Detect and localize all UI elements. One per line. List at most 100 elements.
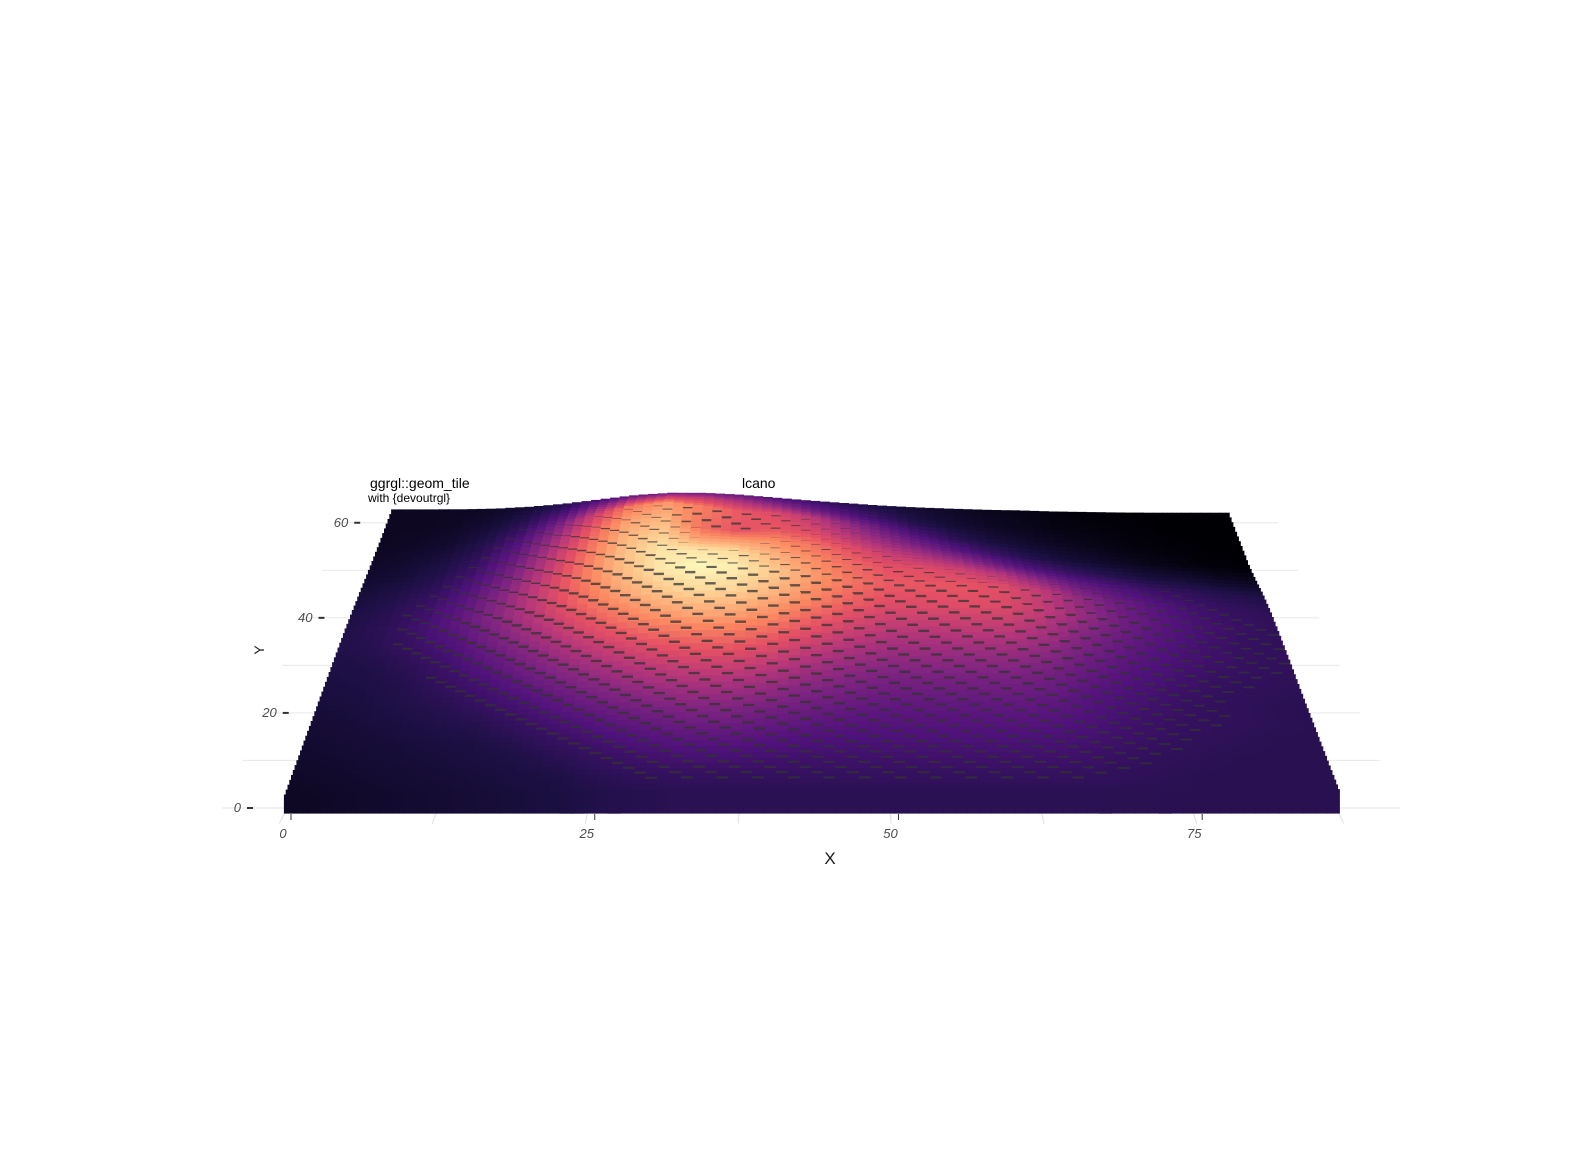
- tile-side: [663, 577, 675, 581]
- tile-side: [692, 612, 704, 616]
- tile-side: [862, 569, 874, 572]
- tile-side: [1131, 677, 1143, 680]
- tile-side: [573, 631, 585, 634]
- tile-side: [1278, 662, 1291, 665]
- tile-side: [645, 554, 657, 557]
- tile-side: [632, 680, 645, 684]
- tile-side: [1134, 692, 1147, 696]
- tile-side: [568, 592, 581, 595]
- tile-side: [736, 601, 748, 604]
- tile-side: [844, 674, 857, 677]
- tile-side: [1120, 631, 1132, 634]
- tile-side: [740, 527, 752, 531]
- tile-side: [1053, 667, 1065, 670]
- tile-side: [919, 647, 932, 650]
- tile-side: [411, 618, 423, 621]
- tile-side: [894, 584, 906, 587]
- tile-side: [565, 561, 577, 564]
- tile-side: [1022, 682, 1035, 685]
- tile-side: [501, 675, 514, 678]
- tile-side: [965, 670, 978, 673]
- tile-side: [500, 589, 512, 592]
- tile-side: [1094, 659, 1107, 663]
- tile-side: [508, 697, 521, 700]
- tile-side: [877, 675, 890, 679]
- tile-side: [778, 612, 791, 615]
- tile-side: [1147, 698, 1160, 701]
- tile-side: [768, 570, 780, 574]
- tile-side: [550, 640, 563, 644]
- tile-side: [883, 579, 895, 582]
- tile-side: [1117, 712, 1130, 715]
- tile-side: [1080, 695, 1092, 698]
- tile-side: [789, 601, 801, 604]
- tile-side: [474, 699, 487, 702]
- tile-side: [439, 665, 452, 669]
- tile-side: [542, 694, 554, 697]
- tile-side: [953, 664, 966, 668]
- tile-side: [768, 586, 780, 589]
- tile-side: [757, 597, 769, 600]
- tile-side: [865, 652, 878, 655]
- tile-side: [643, 568, 655, 572]
- tile-side: [701, 519, 713, 522]
- tile-side: [886, 629, 898, 633]
- tile-side: [875, 622, 887, 626]
- tile-side: [447, 633, 460, 637]
- tile-side: [1139, 667, 1152, 671]
- tile-side: [967, 589, 979, 593]
- tile-side: [895, 600, 907, 603]
- tile-side: [867, 703, 880, 706]
- tile-side: [821, 661, 834, 664]
- tile-side: [688, 671, 701, 675]
- tile-side: [661, 595, 674, 598]
- tile-side: [754, 692, 767, 695]
- tile-side: [873, 588, 885, 591]
- tile-side: [1136, 613, 1148, 616]
- tile-side: [1073, 663, 1086, 666]
- tile-side: [872, 574, 884, 577]
- tile-side: [701, 639, 714, 643]
- tile-side: [543, 618, 556, 621]
- tile-side: [487, 600, 499, 603]
- tile-side: [521, 628, 533, 631]
- tile-side: [1216, 637, 1228, 640]
- tile-side: [472, 662, 484, 665]
- tile-side: [1233, 657, 1246, 660]
- tile-side: [1253, 652, 1265, 656]
- tile-side: [1112, 602, 1125, 605]
- tile-side: [491, 587, 503, 590]
- tile-side: [593, 640, 605, 644]
- tile-side: [915, 594, 927, 598]
- tile-side: [636, 550, 648, 554]
- tile-side: [960, 617, 972, 620]
- tile-side: [712, 646, 724, 649]
- tile-side: [677, 665, 690, 669]
- tile-side: [673, 582, 685, 586]
- tile-side: [1208, 646, 1221, 649]
- tile-side: [639, 603, 652, 607]
- tile-side: [833, 667, 845, 671]
- tile-side: [1017, 648, 1030, 651]
- tile-side: [1193, 665, 1205, 668]
- tile-side: [715, 587, 727, 591]
- tile-side: [1164, 679, 1177, 682]
- tile-side: [914, 580, 926, 583]
- tile-side: [864, 634, 877, 637]
- tile-side: [833, 702, 846, 705]
- tile-side: [733, 659, 746, 663]
- tile-side: [1248, 638, 1260, 641]
- tile-side: [1015, 708, 1028, 712]
- tile-side: [425, 641, 437, 644]
- tile-side: [528, 649, 540, 653]
- tile-side: [692, 512, 703, 516]
- tile-side: [514, 662, 527, 666]
- tile-side: [664, 697, 677, 700]
- tile-side: [1168, 694, 1181, 697]
- tile-side: [455, 576, 467, 579]
- tile-side: [705, 582, 717, 585]
- tile-side: [1213, 661, 1226, 664]
- tile-side: [864, 615, 876, 619]
- tile-side: [549, 586, 562, 590]
- tile-side: [629, 598, 642, 602]
